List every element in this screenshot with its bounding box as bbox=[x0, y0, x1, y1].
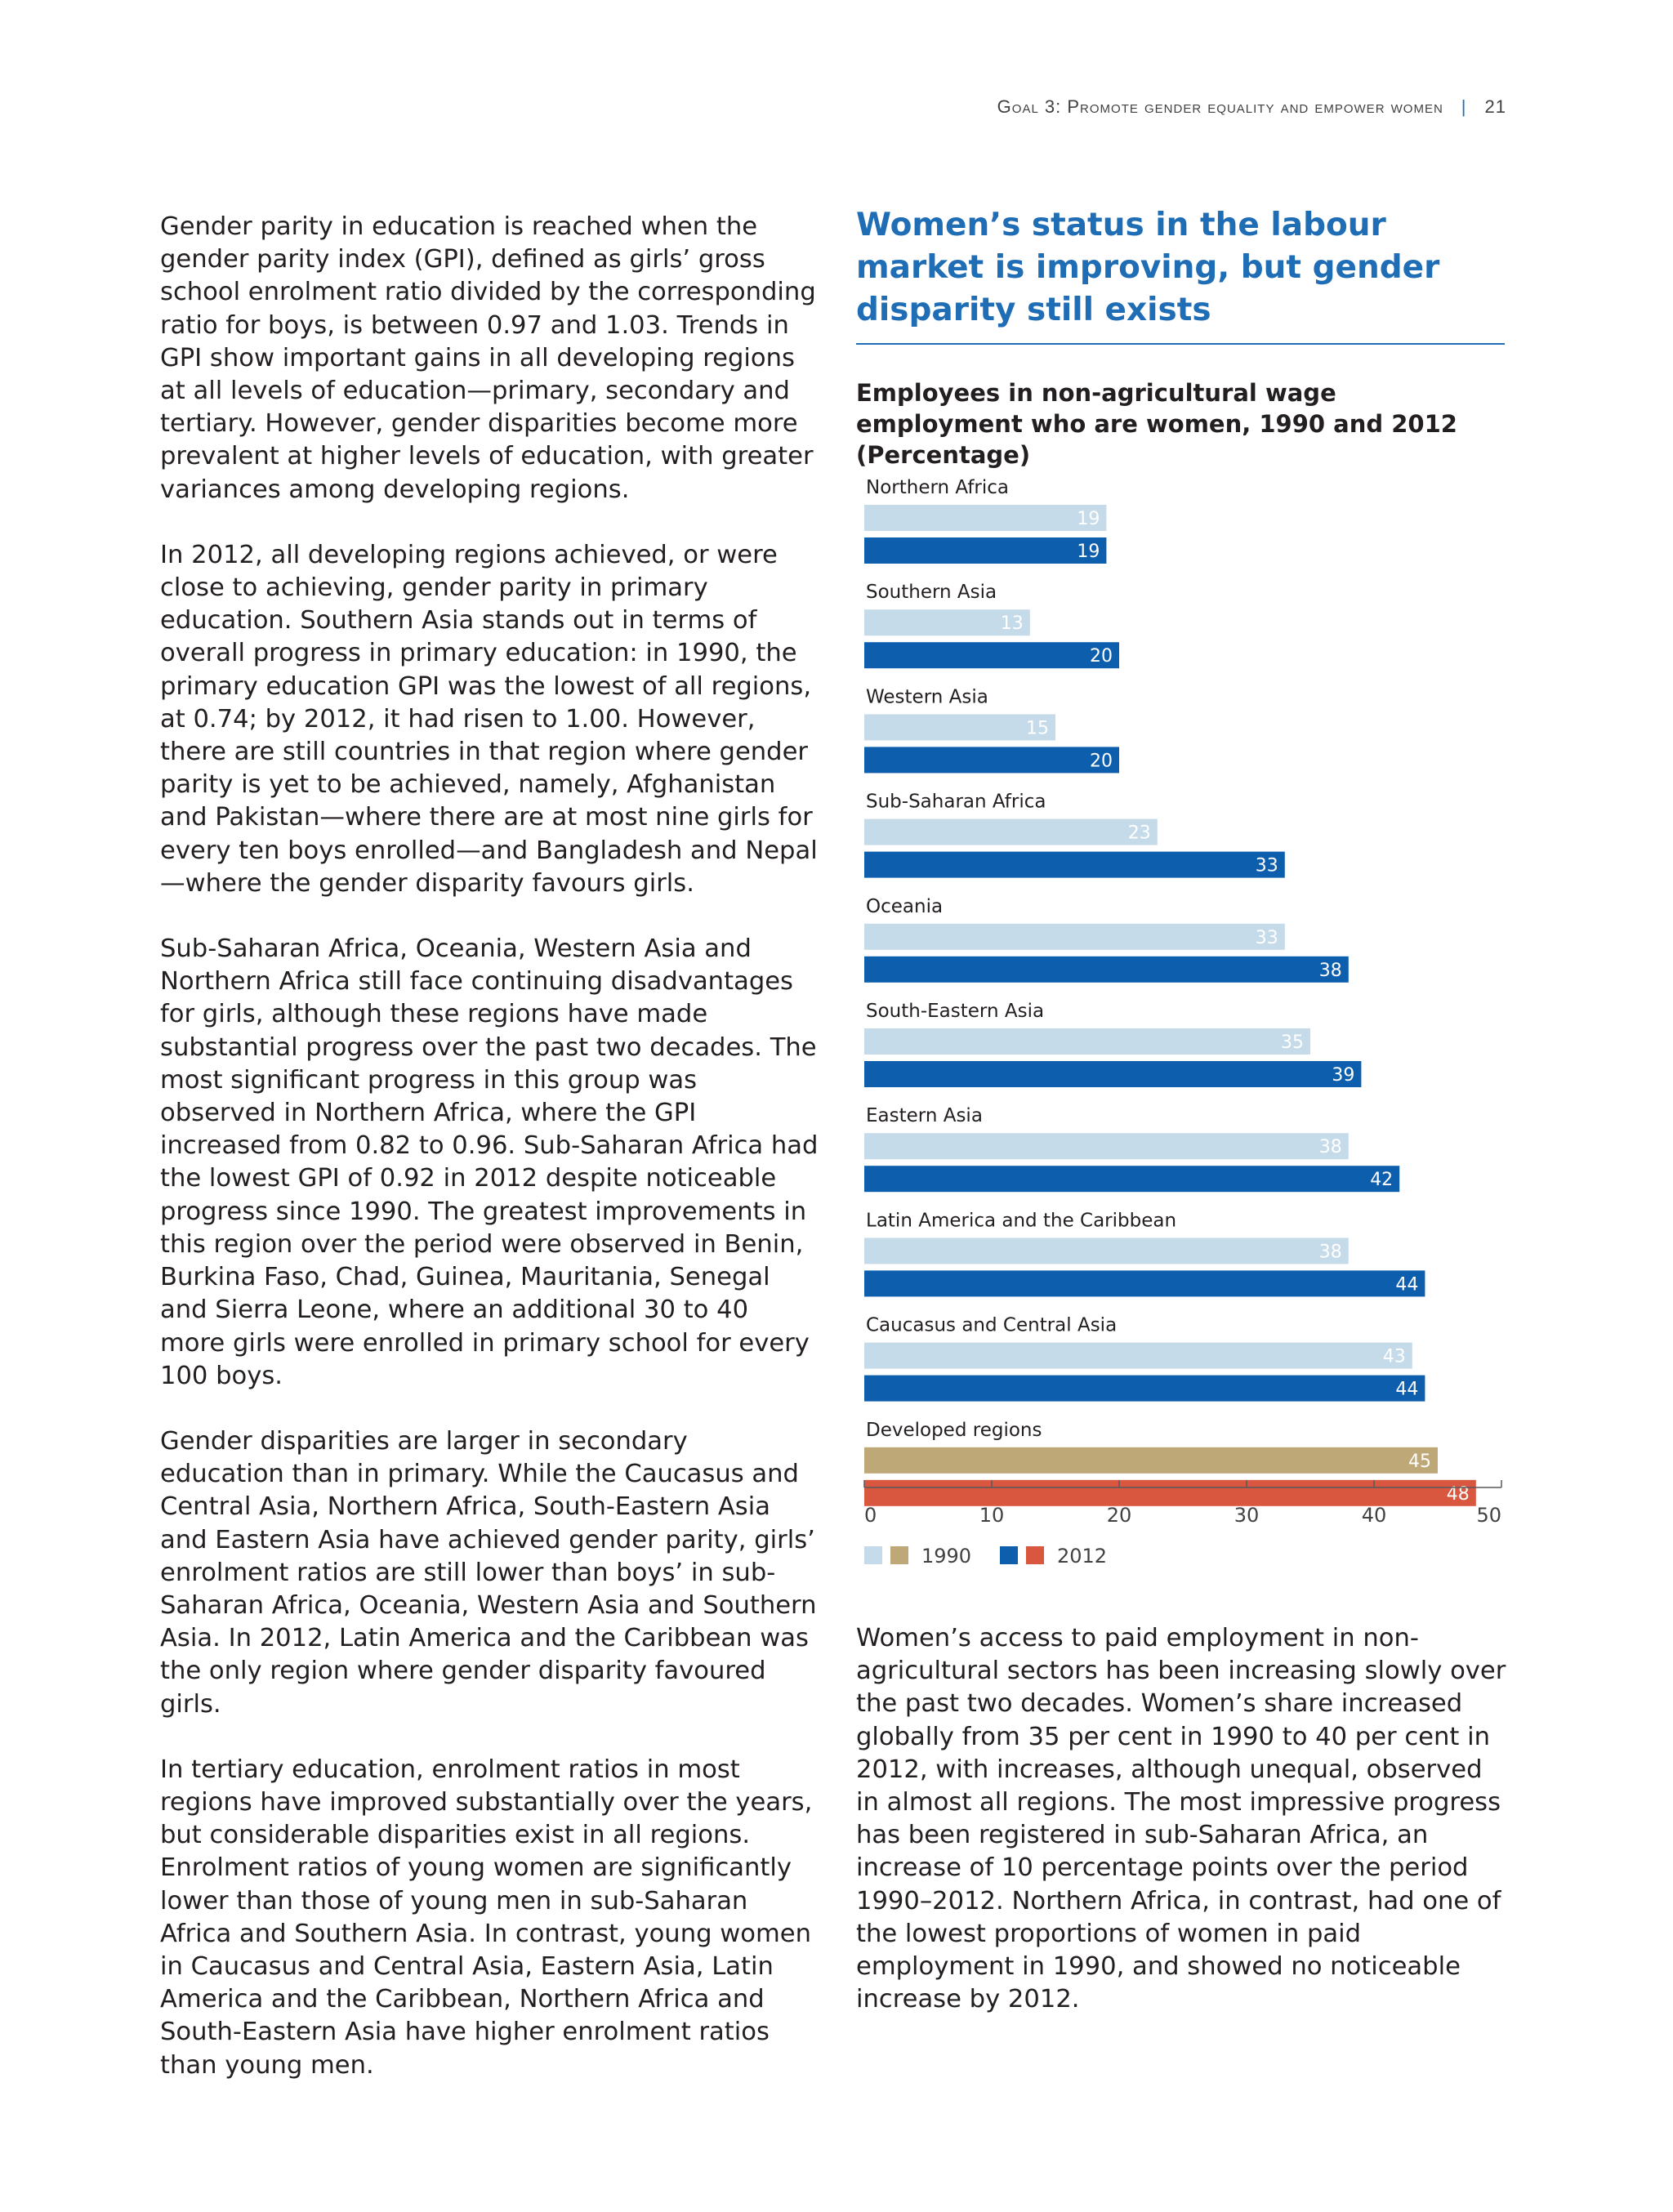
x-tick-label: 30 bbox=[1234, 1504, 1260, 1527]
chart-title: Employees in non-agricultural wage emplo… bbox=[856, 379, 1457, 469]
bar-1990 bbox=[864, 1028, 1310, 1055]
category-label: Latin America and the Caribbean bbox=[866, 1210, 1176, 1231]
bar-2012 bbox=[864, 642, 1119, 669]
category-label: Southern Asia bbox=[866, 582, 997, 603]
x-tick-label: 20 bbox=[1107, 1504, 1132, 1527]
bar-2012 bbox=[864, 1479, 1476, 1506]
page-number: 21 bbox=[1484, 96, 1506, 117]
bar-2012 bbox=[864, 1166, 1400, 1193]
bar-value-label: 20 bbox=[1090, 646, 1113, 667]
bar-2012 bbox=[864, 1270, 1425, 1297]
bar-2012 bbox=[864, 747, 1119, 774]
bar-value-label: 15 bbox=[1026, 718, 1049, 738]
header-divider: | bbox=[1461, 96, 1467, 117]
body-paragraph-3: Sub-Saharan Africa, Oceania, Western Asi… bbox=[160, 934, 819, 1390]
x-tick-label: 50 bbox=[1476, 1504, 1501, 1527]
running-title: Goal 3: Promote gender equality and empo… bbox=[997, 96, 1443, 117]
body-paragraph-1: Gender parity in education is reached wh… bbox=[160, 212, 816, 504]
legend-swatch-1990-developed bbox=[890, 1546, 908, 1564]
bar-1990 bbox=[864, 1342, 1412, 1369]
bar-value-label: 20 bbox=[1090, 751, 1113, 771]
category-label: Northern Africa bbox=[866, 477, 1009, 498]
category-label: Sub-Saharan Africa bbox=[866, 792, 1046, 813]
bar-value-label: 19 bbox=[1077, 542, 1100, 562]
bar-2012 bbox=[864, 537, 1107, 564]
category-label: Oceania bbox=[866, 896, 943, 917]
right-body-paragraph-1: Women’s access to paid employment in non… bbox=[856, 1624, 1506, 2014]
body-paragraph-4: Gender disparities are larger in seconda… bbox=[160, 1426, 817, 1719]
bar-value-label: 43 bbox=[1383, 1347, 1406, 1367]
category-label: Caucasus and Central Asia bbox=[866, 1315, 1117, 1336]
bar-1990 bbox=[864, 1133, 1349, 1160]
bar-value-label: 33 bbox=[1256, 856, 1278, 876]
bar-2012 bbox=[864, 956, 1349, 983]
bar-value-label: 44 bbox=[1395, 1274, 1418, 1295]
bar-1990 bbox=[864, 609, 1030, 636]
bar-1990 bbox=[864, 818, 1158, 845]
bar-2012 bbox=[864, 1375, 1425, 1402]
legend-swatch-2012-developed bbox=[1026, 1546, 1044, 1564]
body-paragraph-5: In tertiary education, enrolment ratios … bbox=[160, 1755, 813, 2080]
bar-1990 bbox=[864, 1238, 1349, 1264]
legend-swatch-1990 bbox=[864, 1546, 882, 1564]
bar-value-label: 13 bbox=[1001, 613, 1024, 634]
body-paragraph-2: In 2012, all developing regions achieved… bbox=[160, 540, 818, 898]
bar-2012 bbox=[864, 851, 1285, 878]
legend-swatch-2012 bbox=[1000, 1546, 1018, 1564]
x-tick-label: 10 bbox=[979, 1504, 1005, 1527]
bar-1990 bbox=[864, 923, 1285, 950]
x-tick-label: 40 bbox=[1362, 1504, 1387, 1527]
bar-value-label: 19 bbox=[1077, 509, 1100, 529]
bar-2012 bbox=[864, 1061, 1362, 1087]
bar-value-label: 38 bbox=[1319, 961, 1342, 981]
section-heading: Women’s status in the labour market is i… bbox=[856, 204, 1505, 345]
category-label: Western Asia bbox=[866, 686, 988, 707]
left-column: Gender parity in education is reached wh… bbox=[160, 211, 819, 2115]
bar-1990 bbox=[864, 1447, 1438, 1474]
legend-label-2012: 2012 bbox=[1057, 1545, 1107, 1568]
bar-value-label: 38 bbox=[1319, 1137, 1342, 1157]
bar-value-label: 23 bbox=[1128, 823, 1151, 844]
bar-value-label: 35 bbox=[1281, 1032, 1304, 1053]
bar-1990 bbox=[864, 714, 1055, 741]
bar-chart: Northern Africa 19 19 Southern Asia 13 20 West… bbox=[856, 470, 1505, 1641]
bar-value-label: 45 bbox=[1408, 1452, 1431, 1472]
right-body-text: Women’s access to paid employment in non… bbox=[856, 1622, 1510, 2049]
bar-value-label: 39 bbox=[1332, 1065, 1354, 1086]
x-tick-label: 0 bbox=[864, 1504, 877, 1527]
running-header: Goal 3: Promote gender equality and empo… bbox=[997, 96, 1506, 118]
bar-value-label: 38 bbox=[1319, 1242, 1342, 1262]
category-label: Eastern Asia bbox=[866, 1105, 983, 1126]
bar-value-label: 42 bbox=[1370, 1170, 1393, 1190]
right-column: Women’s status in the labour market is i… bbox=[856, 204, 1505, 1641]
category-label: South-Eastern Asia bbox=[866, 1001, 1044, 1022]
bar-value-label: 44 bbox=[1395, 1380, 1418, 1400]
legend-label-1990: 1990 bbox=[921, 1545, 971, 1568]
category-label: Developed regions bbox=[866, 1420, 1042, 1441]
bar-value-label: 33 bbox=[1256, 928, 1278, 948]
bar-1990 bbox=[864, 505, 1107, 531]
